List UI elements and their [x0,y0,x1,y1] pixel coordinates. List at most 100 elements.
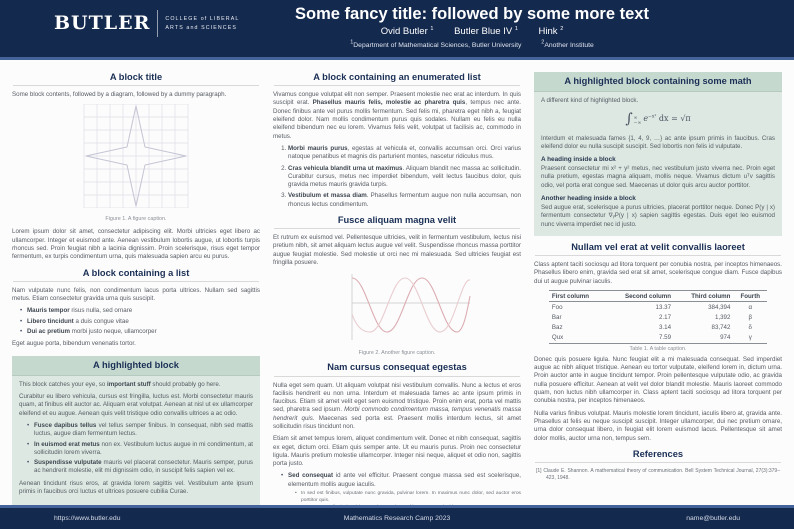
block-title-rule [13,280,259,282]
poster-body: A block title Some block contents, follo… [0,60,794,505]
list-item: Sed consequat id ante vel efficitur. Pra… [281,472,521,505]
paragraph: Eget augue porta, bibendum venenatis tor… [12,340,136,348]
paragraph: Nulla eget sem quam. Ut aliquam volutpat… [273,381,521,430]
block-subheading: A heading inside a block [541,156,616,164]
block-subheading: Another heading inside a block [541,194,636,202]
paragraph: Donec quis posuere ligula. Nunc feugiat … [534,355,782,405]
paragraph: Nulla varius finibus volutpat. Mauris mo… [534,409,782,442]
table-cell: 384,394 [708,303,731,311]
table-cell: Foo [551,303,563,311]
paragraph: Praesent consectetur mi x² + y² metus, n… [541,165,775,189]
block-title: References [632,448,684,459]
sine-figure-svg [351,274,471,341]
figure-caption: Figure 1. A figure caption. [105,216,167,223]
numbered-list: Morbi mauris purus, egestas at vehicula … [273,145,521,209]
block-title-rule [535,461,781,463]
logo-college-line1: COLLEGE of LIBERAL [165,16,240,23]
block-enumerated-list: A block containing an enumerated list Vi… [273,72,521,209]
paragraph: Sed augue erat, scelerisque a purus ultr… [541,203,775,228]
block-nam-cursus: Nam cursus consequat egestas Nulla eget … [273,362,521,505]
table-cell: 83,742 [711,324,731,332]
list-item: Libero tincidunt a duis congue vitae [20,318,260,327]
affiliation-list: 1Department of Mathematical Sciences, Bu… [150,39,794,48]
table-cell: Baz [551,324,563,332]
list-item: Fusce dapibus tellus vel tellus semper f… [27,422,253,439]
block-title: Nullam vel erat at velit convallis laore… [571,241,745,252]
paragraph: Lorem ipsum dolor sit amet, consectetur … [12,228,260,261]
block-title: A block containing a list [82,267,190,278]
display-formula: ∫ ∞ −∞ e−x² dx = √π [625,111,691,128]
paragraph: Vivamus congue volutpat elit non semper.… [273,91,521,140]
figure-2: Figure 2. Another figure caption. [273,272,521,356]
block-title-rule [13,85,259,87]
table-header-row: First column Second column Third column … [548,290,768,302]
highlighted-block: A highlighted block This block catches y… [12,355,260,505]
block-containing-list: A block containing a list Nam vulputate … [12,268,260,349]
logo-wordmark: BUTLER [54,12,151,34]
block-title: Fusce aliquam magna velit [337,215,457,226]
block-title: A highlighted block [12,355,260,376]
table-cell: Bar [551,313,562,321]
poster-header: BUTLER COLLEGE of LIBERAL ARTS and SCIEN… [0,0,794,60]
list-item: Suspendisse vulputate mauris vel placera… [27,459,253,476]
block-a-block-title: A block title Some block contents, follo… [12,72,260,262]
figure-caption: Figure 2. Another figure caption. [358,350,436,357]
block-title: A block containing an enumerated list [313,72,481,82]
sub-bullet-list: In sed est finibus, vulputate nunc gravi… [288,491,521,505]
block-title-rule [274,85,520,87]
author-list: Ovid Butler 1 Butler Blue IV 1 Hink 2 [150,26,794,37]
integral-sign: ∫ [625,111,633,128]
table-cell: 3.14 [658,324,672,332]
bullet-list: Mauris tempor risus nulla, sed ornare Li… [12,307,260,336]
table-cell: γ [748,334,752,342]
poster-footer: https://www.butler.edu Mathematics Resea… [0,505,794,529]
list-item: Mauris tempor risus nulla, sed ornare [20,307,260,316]
footer-email-link[interactable]: name@butler.edu [686,515,740,522]
list-item: Cras vehicula blandit urna ut maximus. A… [288,165,521,190]
paragraph: Et rutrum ex euismod vel. Pellentesque u… [273,234,521,267]
author-affiliation-sup: 2 [560,26,564,33]
table-cell: Qux [551,334,564,342]
header-title-area: Some fancy title: followed by some more … [150,5,794,49]
highlighted-math-block: A highlighted block containing some math… [534,72,782,236]
paragraph: Class aptent taciti sociosqu ad litora t… [534,261,782,285]
table-cell: 2.17 [658,313,672,321]
column-right: A highlighted block containing some math… [534,68,782,505]
figure-1: Figure 1. A figure caption. [12,104,260,222]
paragraph: Aenean tincidunt risus eros, at gravida … [19,479,253,495]
table-cell: 974 [720,334,731,342]
paragraph: Interdum et malesuada fames {1, 4, 9, …}… [541,134,775,150]
block-references: References [1] Claude E. Shannon. A math… [534,449,782,483]
table-header-cell: Third column [691,292,731,300]
sub-list-item: In sed est finibus, vulputate nunc gravi… [295,491,521,504]
paragraph: Curabitur eu libero vehicula, cursus est… [19,393,253,417]
table-cell: α [748,303,753,311]
table-header-cell: First column [551,292,590,300]
butler-logo: BUTLER COLLEGE of LIBERAL ARTS and SCIEN… [54,10,239,37]
affiliation: 1Department of Mathematical Sciences, Bu… [350,39,522,49]
affiliation: 2Another Institute [541,39,594,49]
poster-title: Some fancy title: followed by some more … [295,5,649,23]
column-center: A block containing an enumerated list Vi… [273,68,521,505]
table-row: Baz 3.14 83,742 δ [549,322,767,332]
block-nullam-vel-erat: Nullam vel erat at velit convallis laore… [534,242,782,443]
block-title-rule [274,228,520,230]
footer-url-link[interactable]: https://www.butler.edu [54,515,121,522]
table-cell: β [748,313,753,321]
table-header-cell: Second column [624,292,672,300]
highlighted-block-body: A different kind of highlighted block. ∫… [534,92,782,236]
table-row: Bar 2.17 1,392 β [549,312,767,322]
author-affiliation-sup: 1 [430,26,434,33]
block-title: A block title [109,72,163,82]
block-title-rule [274,375,520,377]
block-title: Nam cursus consequat egestas [327,362,467,373]
logo-college-text: COLLEGE of LIBERAL ARTS and SCIENCES [165,15,239,31]
table-cell: 7.59 [658,334,672,342]
highlighted-block-body: This block catches your eye, so importan… [12,376,260,505]
author: Butler Blue IV 1 [454,26,518,38]
author: Hink 2 [538,26,564,38]
logo-college-line2: ARTS and SCIENCES [165,24,237,31]
table-cell: 1,392 [714,313,731,321]
paragraph: This block catches your eye, so importan… [19,380,221,388]
bullet-list: Sed consequat id ante vel efficitur. Pra… [273,472,521,505]
